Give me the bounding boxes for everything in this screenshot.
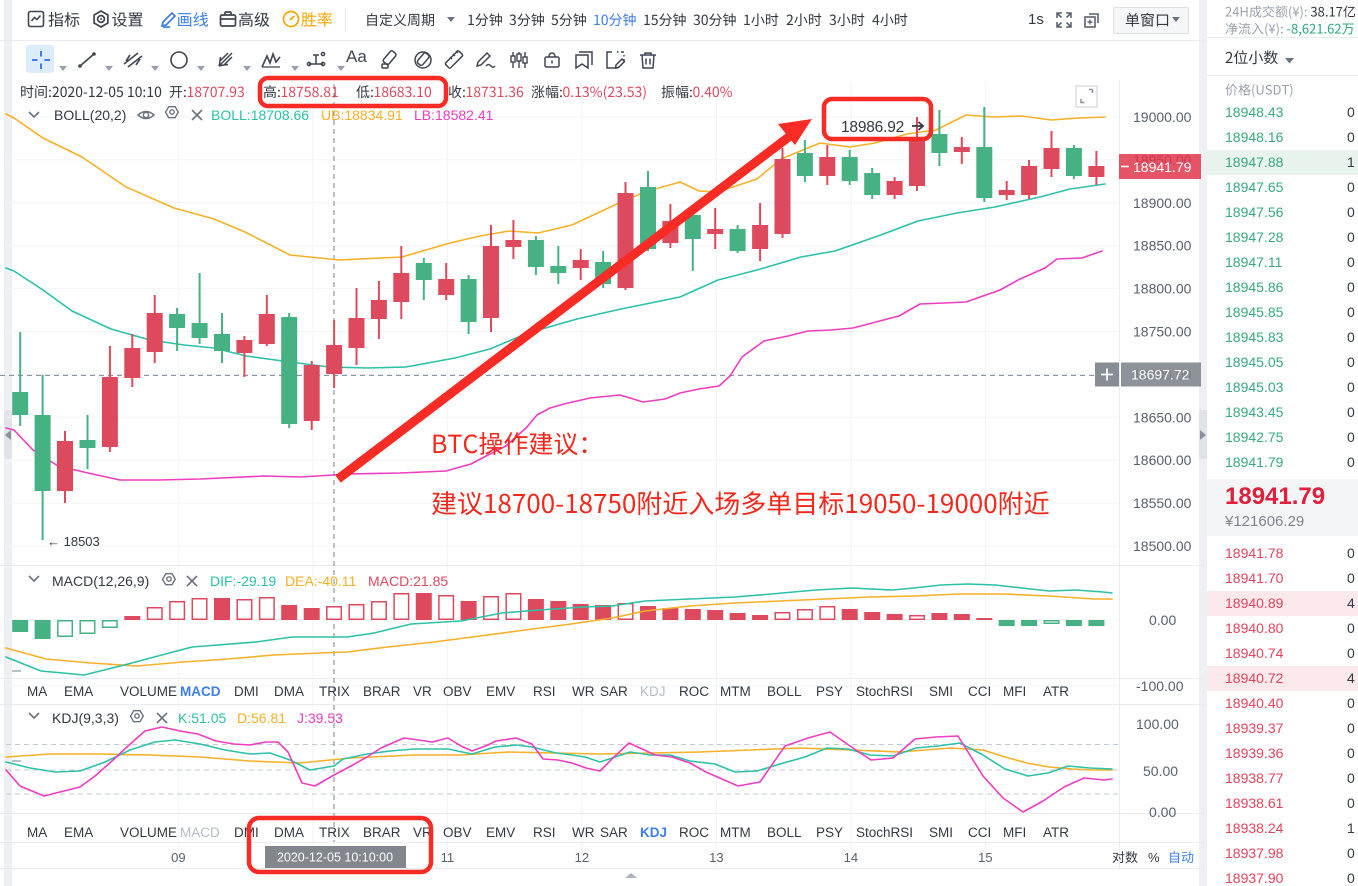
svg-text:13: 13 — [709, 850, 723, 865]
svg-text:KDJ: KDJ — [640, 684, 666, 699]
svg-text:18941.79: 18941.79 — [1133, 159, 1192, 175]
svg-text:BOLL(20,2): BOLL(20,2) — [54, 107, 126, 123]
svg-text:ROC: ROC — [679, 684, 709, 699]
svg-text:DMI: DMI — [234, 684, 259, 699]
svg-text:J:39.53: J:39.53 — [297, 710, 343, 726]
svg-text:StochRSI: StochRSI — [856, 684, 913, 699]
svg-text:0.00: 0.00 — [1149, 612, 1176, 628]
svg-text:BOLL: BOLL — [767, 684, 802, 699]
svg-text:ATR: ATR — [1043, 684, 1069, 699]
svg-text:EMA: EMA — [64, 684, 93, 699]
svg-text:OBV: OBV — [443, 684, 472, 699]
svg-text:WR: WR — [572, 825, 595, 840]
svg-text:LB:18582.41: LB:18582.41 — [414, 107, 494, 123]
svg-text:18850.00: 18850.00 — [1133, 238, 1192, 254]
svg-text:15: 15 — [978, 850, 992, 865]
svg-text:18800.00: 18800.00 — [1133, 281, 1192, 297]
svg-text:UB:18834.91: UB:18834.91 — [321, 107, 403, 123]
svg-text:18750.00: 18750.00 — [1133, 324, 1192, 340]
svg-text:DMI: DMI — [234, 825, 259, 840]
svg-text:2020-12-05 10:10:00: 2020-12-05 10:10:00 — [277, 851, 393, 865]
svg-text:RSI: RSI — [533, 825, 556, 840]
svg-text:BRAR: BRAR — [363, 684, 401, 699]
svg-text:%: % — [1148, 850, 1160, 865]
svg-text:VOLUME: VOLUME — [120, 825, 177, 840]
svg-text:18986.92: 18986.92 — [841, 119, 904, 136]
svg-text:14: 14 — [844, 850, 858, 865]
svg-text:0.00: 0.00 — [1149, 804, 1176, 820]
svg-text:100.00: 100.00 — [1136, 716, 1179, 732]
svg-text:MACD(12,26,9): MACD(12,26,9) — [52, 573, 149, 589]
svg-text:18650.00: 18650.00 — [1133, 409, 1192, 425]
svg-text:KDJ(9,3,3): KDJ(9,3,3) — [52, 710, 119, 726]
svg-text:19000.00: 19000.00 — [1133, 109, 1192, 125]
svg-text:18600.00: 18600.00 — [1133, 452, 1192, 468]
svg-text:SMI: SMI — [929, 684, 953, 699]
svg-text:EMV: EMV — [486, 825, 515, 840]
svg-text:11: 11 — [441, 850, 455, 865]
svg-text:SAR: SAR — [600, 684, 628, 699]
svg-text:VR: VR — [413, 825, 432, 840]
svg-text:K:51.05: K:51.05 — [178, 710, 226, 726]
svg-text:MA: MA — [27, 825, 47, 840]
svg-text:ROC: ROC — [679, 825, 709, 840]
svg-text:OBV: OBV — [443, 825, 472, 840]
svg-text:EMA: EMA — [64, 825, 93, 840]
svg-text:18697.72: 18697.72 — [1131, 367, 1190, 383]
svg-text:EMV: EMV — [486, 684, 515, 699]
svg-text:SAR: SAR — [600, 825, 628, 840]
svg-text:CCI: CCI — [968, 684, 991, 699]
svg-text:SMI: SMI — [929, 825, 953, 840]
svg-text:MFI: MFI — [1003, 684, 1026, 699]
svg-text:DIF:-29.19: DIF:-29.19 — [210, 573, 276, 589]
svg-text:MTM: MTM — [720, 825, 751, 840]
svg-text:50.00: 50.00 — [1143, 763, 1178, 779]
svg-text:DMA: DMA — [274, 825, 304, 840]
svg-text:D:56.81: D:56.81 — [237, 710, 286, 726]
svg-text:← 18503: ← 18503 — [47, 534, 100, 549]
svg-text:TRIX: TRIX — [319, 684, 350, 699]
svg-text:KDJ: KDJ — [640, 825, 667, 840]
svg-text:CCI: CCI — [968, 825, 991, 840]
svg-text:MA: MA — [27, 684, 47, 699]
svg-text:WR: WR — [572, 684, 595, 699]
svg-text:VR: VR — [413, 684, 432, 699]
svg-text:12: 12 — [575, 850, 589, 865]
svg-text:BRAR: BRAR — [363, 825, 401, 840]
svg-text:MFI: MFI — [1003, 825, 1026, 840]
svg-text:09: 09 — [171, 850, 185, 865]
svg-text:StochRSI: StochRSI — [856, 825, 913, 840]
svg-text:18900.00: 18900.00 — [1133, 195, 1192, 211]
svg-text:ATR: ATR — [1043, 825, 1069, 840]
svg-text:-100.00: -100.00 — [1136, 678, 1184, 694]
svg-text:BOLL: BOLL — [767, 825, 802, 840]
svg-text:18550.00: 18550.00 — [1133, 495, 1192, 511]
svg-text:MACD:21.85: MACD:21.85 — [368, 573, 448, 589]
svg-text:BOLL:18708.66: BOLL:18708.66 — [211, 107, 309, 123]
svg-text:PSY: PSY — [816, 825, 843, 840]
svg-text:MTM: MTM — [720, 684, 751, 699]
svg-text:MACD: MACD — [180, 684, 221, 699]
svg-text:MACD: MACD — [180, 825, 220, 840]
svg-text:18500.00: 18500.00 — [1133, 538, 1192, 554]
svg-text:RSI: RSI — [533, 684, 556, 699]
svg-text:DMA: DMA — [274, 684, 304, 699]
svg-text:VOLUME: VOLUME — [120, 684, 177, 699]
svg-text:TRIX: TRIX — [319, 825, 350, 840]
svg-text:PSY: PSY — [816, 684, 843, 699]
svg-text:DEA:-40.11: DEA:-40.11 — [285, 573, 357, 589]
